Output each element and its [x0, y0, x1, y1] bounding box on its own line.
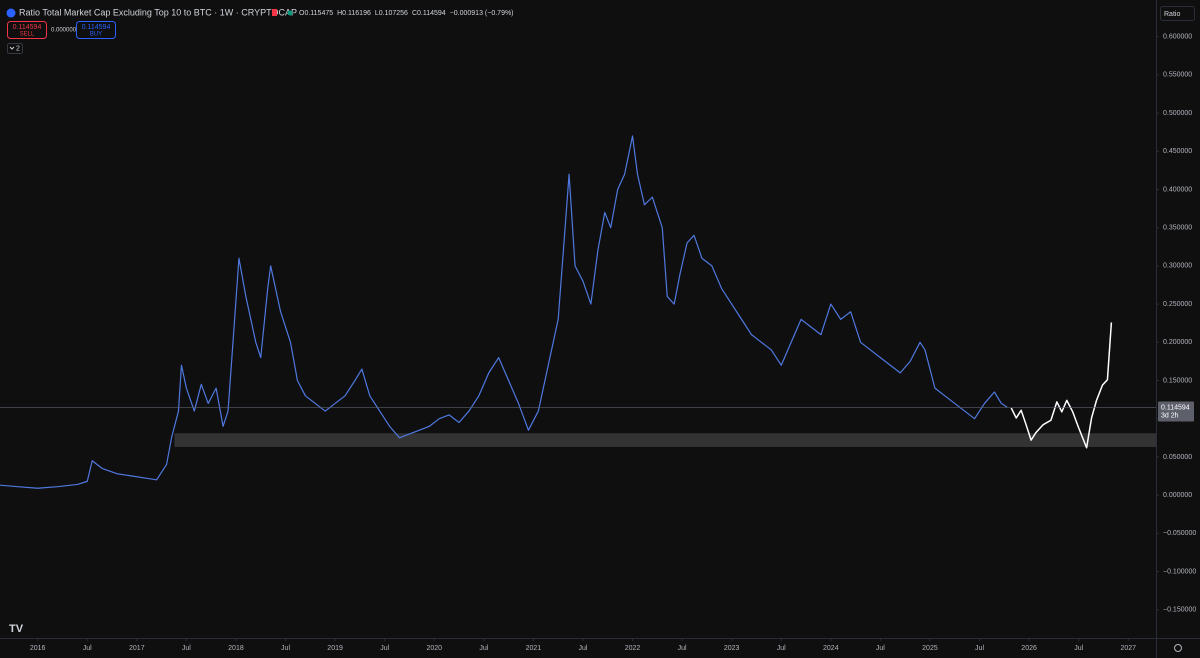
buy-button[interactable] [76, 21, 116, 39]
title[interactable]: Ratio Total Market Cap Excluding Top 10 … [19, 7, 297, 17]
axis-label-box[interactable] [1160, 6, 1195, 21]
x-tick-label: Jul [83, 645, 92, 652]
ohlc-value: O0.115475 [299, 10, 333, 17]
y-tick-label: 0.500000 [1163, 110, 1192, 117]
x-tick-label: Jul [876, 645, 885, 652]
y-tick-label: 0.050000 [1163, 454, 1192, 461]
x-tick-label: 2023 [724, 645, 740, 652]
y-tick-label: 0.150000 [1163, 377, 1192, 384]
x-tick-label: Jul [975, 645, 984, 652]
buy-label: BUY [90, 32, 102, 38]
y-tick-label: −0.100000 [1163, 568, 1196, 575]
chevron [9, 46, 15, 50]
x-tick-label: 2017 [129, 645, 145, 652]
ohlc: O0.115475 H0.116196 L0.107256 C0.114594 −0.0… [299, 10, 514, 17]
x-tick-label: Jul [479, 645, 488, 652]
indicators-toggle[interactable] [7, 43, 23, 54]
spread: 0.000000 [51, 28, 77, 34]
symbol-icon [6, 8, 16, 18]
y-tick-label: 0.000000 [1163, 492, 1192, 499]
x-tick-label: 2020 [426, 645, 442, 652]
x-tick-label: 2026 [1021, 645, 1037, 652]
y-tick-label: 0.550000 [1163, 72, 1192, 79]
ohlc-value: H0.116196 [337, 10, 371, 17]
projection-line [1010, 322, 1113, 449]
y-tick-label: 0.200000 [1163, 339, 1192, 346]
x-tick-label: 2016 [30, 645, 46, 652]
y-tick-label: 0.600000 [1163, 34, 1192, 41]
x-tick-label: 2025 [922, 645, 938, 652]
y-tick-label: 0.350000 [1163, 225, 1192, 232]
x-tick-label: 2019 [327, 645, 343, 652]
ohlc-value: L0.107256 [375, 10, 408, 17]
axis-label: Ratio [1164, 11, 1180, 18]
x-tick-label: 2018 [228, 645, 244, 652]
x-tick-label: 2024 [823, 645, 839, 652]
y-tick-label: −0.150000 [1163, 607, 1196, 614]
last-price-box [1158, 401, 1194, 422]
y-tick-label: 0.250000 [1163, 301, 1192, 308]
y-tick-label: 0.300000 [1163, 263, 1192, 270]
sell-price: 0.114594 [13, 24, 42, 31]
last-price-label: 0.114594 [1161, 404, 1190, 411]
x-tick-label: Jul [182, 645, 191, 652]
x-tick-label: Jul [281, 645, 290, 652]
status-dot [287, 10, 293, 16]
ohlc-value: C0.114594 [412, 10, 446, 17]
y-tick-label: 0.400000 [1163, 186, 1192, 193]
y-tick-label: 0.450000 [1163, 148, 1192, 155]
sell-button[interactable] [7, 21, 47, 39]
y-tick-label: −0.050000 [1163, 530, 1196, 537]
settings-icon[interactable] [1174, 644, 1182, 652]
x-tick-label: 2027 [1120, 645, 1136, 652]
countdown: 3d 2h [1161, 412, 1179, 419]
x-tick-label: 2022 [625, 645, 641, 652]
logo[interactable]: TV [9, 623, 24, 635]
flag[interactable] [272, 9, 277, 16]
indicator-count: 2 [16, 45, 20, 52]
ohlc-value: −0.000913 (−0.79%) [450, 10, 514, 17]
x-tick-label: 2021 [526, 645, 542, 652]
support-zone [174, 433, 1156, 447]
x-tick-label: Jul [380, 645, 389, 652]
buy-price: 0.114594 [82, 24, 111, 31]
x-tick-label: Jul [1074, 645, 1083, 652]
x-tick-label: Jul [578, 645, 587, 652]
x-tick-label: Jul [777, 645, 786, 652]
sell-label: SELL [20, 32, 35, 38]
x-tick-label: Jul [678, 645, 687, 652]
price-line [0, 135, 1008, 489]
